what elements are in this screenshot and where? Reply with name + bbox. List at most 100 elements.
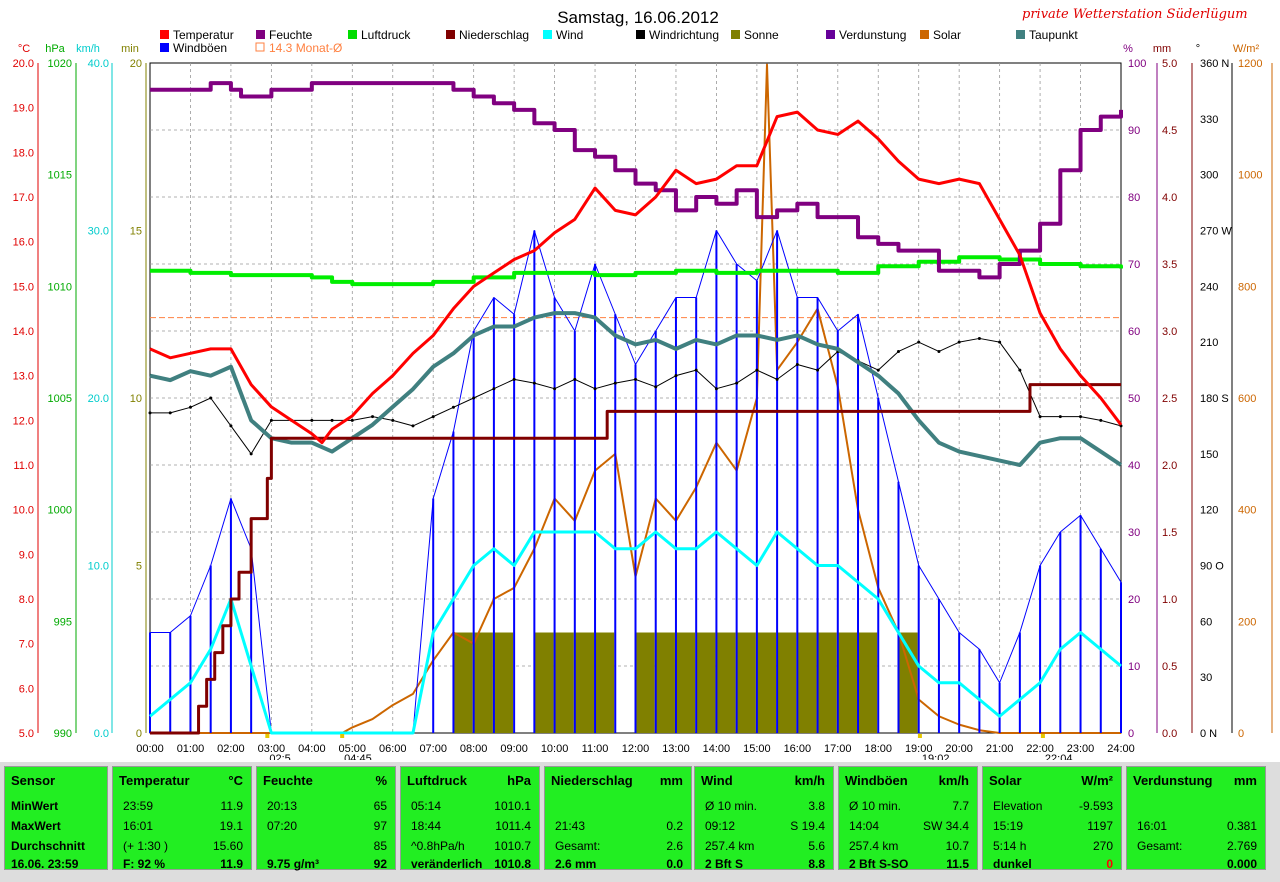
legend-swatch [160, 30, 169, 39]
sun-bar [595, 632, 615, 733]
rain-row-value: 2.6 [666, 839, 683, 853]
wind-row-value: S 19.4 [790, 819, 825, 833]
time-tick: 08:00 [460, 743, 488, 755]
time-tick: 23:00 [1067, 743, 1095, 755]
legend-item-4: Wind [543, 28, 583, 42]
temp-row-label: (+ 1:30 ) [123, 839, 169, 853]
sensor-header: Sensor [11, 773, 56, 788]
time-tick: 10:00 [541, 743, 569, 755]
legend-label: Taupunkt [1029, 28, 1078, 42]
humidity-tick: 20 [1128, 594, 1140, 606]
humidity-tick: 80 [1128, 192, 1140, 204]
time-tick: 19:00 [905, 743, 933, 755]
legend-item-7: Verdunstung [826, 28, 906, 42]
temp-tick: 18.0 [13, 147, 34, 159]
left-axes: °C hPa km/h min 20.0 19.0 18.0 17.0 16.0 15.0 14.0… [13, 43, 147, 740]
time-tick: 24:00 [1107, 743, 1135, 755]
wind-tick: 0.0 [94, 728, 109, 740]
legend-item-2: Luftdruck [348, 28, 411, 42]
hum-box: Feuchte% 20:13 65 07:20 97 85 9.75 g/m³ 92 [256, 766, 396, 871]
unit-right-3: W/m² [1233, 43, 1260, 55]
legend-label: Windrichtung [649, 28, 719, 42]
sun-bar [675, 632, 696, 733]
legend-item-3: Niederschlag [446, 28, 529, 42]
unit-right-2: ° [1196, 43, 1200, 55]
time-tick: 02:00 [217, 743, 245, 755]
right-axes: % mm ° W/m²10090807060504030201005.04.54.03… [1123, 43, 1273, 740]
direction-tick: 240 [1200, 281, 1218, 293]
solar-tick: 200 [1238, 616, 1256, 628]
solar-header: Solar [989, 773, 1022, 788]
time-tick: 18:00 [864, 743, 892, 755]
evap-unit: mm [1233, 773, 1257, 788]
wind-header: Wind [701, 773, 733, 788]
dewpoint-line [149, 311, 1123, 467]
press-box: Luftdruck hPa 05:14 1010.1 18:44 1011.4 ^0.8hP… [400, 766, 540, 871]
legend-label: Wind [556, 28, 583, 42]
humidity-line [150, 81, 1123, 280]
press-row-label: veränderlich [411, 857, 483, 871]
time-tick: 00:00 [136, 743, 164, 755]
wind-tick: 20.0 [88, 393, 109, 405]
unit-left-0: °C [18, 43, 30, 55]
hum-row-label: 07:20 [267, 819, 298, 833]
legend: Temperatur Feuchte Luftdruck Niederschlag Wi… [160, 28, 1078, 55]
wind-row-label: 257.4 km [705, 839, 755, 853]
rain-row-label: Gesamt: [555, 839, 601, 853]
precip-tick: 0.5 [1162, 661, 1177, 673]
solar-row-label: dunkel [993, 857, 1032, 871]
legend-label: Verdunstung [839, 28, 906, 42]
pressure-tick: 1000 [48, 505, 72, 517]
sun-bar [453, 632, 473, 733]
precip-tick: 4.0 [1162, 192, 1177, 204]
gust-row-label: 257.4 km [849, 839, 899, 853]
gust-row-value: 11.5 [946, 857, 969, 871]
humidity-tick: 70 [1128, 259, 1140, 271]
precip-tick: 0.0 [1162, 728, 1177, 740]
humidity-tick: 30 [1128, 527, 1140, 539]
sun-bar [777, 632, 797, 733]
temp-tick: 14.0 [13, 326, 34, 338]
solar-tick: 1000 [1238, 170, 1262, 182]
gust-header: Windböen [845, 773, 908, 788]
time-tick: 13:00 [662, 743, 690, 755]
humidity-tick: 50 [1128, 393, 1140, 405]
legend-swatch [731, 30, 740, 39]
solar-row-label: 5:14 h [993, 839, 1027, 853]
legend-swatch [920, 30, 929, 39]
press-row-value: 1010.7 [494, 839, 531, 853]
press-row-value: 1011.4 [495, 819, 531, 833]
plot-area [148, 63, 1123, 735]
legend-swatch [543, 30, 552, 39]
sun-bar [797, 632, 817, 733]
sun-tick: 5 [136, 561, 142, 573]
solar-tick: 1200 [1238, 58, 1262, 70]
hum-row-value: 92 [373, 857, 387, 871]
humidity-tick: 10 [1128, 661, 1140, 673]
time-tick: 07:00 [419, 743, 447, 755]
evap-row-value: 2.769 [1226, 839, 1257, 853]
hum-row-label: 20:13 [267, 799, 298, 813]
rain-row-value: 0.2 [666, 819, 683, 833]
pressure-tick: 1020 [48, 58, 72, 70]
solar-unit: W/m² [1081, 773, 1113, 788]
temp-tick: 5.0 [19, 728, 34, 740]
sun-bar [858, 632, 878, 733]
legend-label: Sonne [744, 28, 779, 42]
solar-tick: 800 [1238, 281, 1256, 293]
rain-header: Niederschlag [551, 773, 633, 788]
temp-box: Temperatur °C 23:59 11.9 16:01 19.1 (+ 1:30 ) 1… [112, 766, 252, 871]
summary-panel: Sensor MinWert MaxWert Durchschnitt 16.0… [0, 762, 1280, 882]
humidity-tick: 100 [1128, 58, 1146, 70]
row-label-max: MaxWert [11, 819, 61, 833]
solar-row-value: -9.593 [1078, 799, 1113, 813]
time-tick: 16:00 [784, 743, 812, 755]
pressure-line [150, 255, 1123, 287]
legend-swatch [1016, 30, 1025, 39]
legend-swatch [256, 30, 265, 39]
humidity-tick: 60 [1128, 326, 1140, 338]
precip-tick: 4.5 [1162, 125, 1177, 137]
direction-tick: 60 [1200, 616, 1212, 628]
legend-swatch [446, 30, 455, 39]
evap-row-label: Gesamt: [1137, 839, 1183, 853]
